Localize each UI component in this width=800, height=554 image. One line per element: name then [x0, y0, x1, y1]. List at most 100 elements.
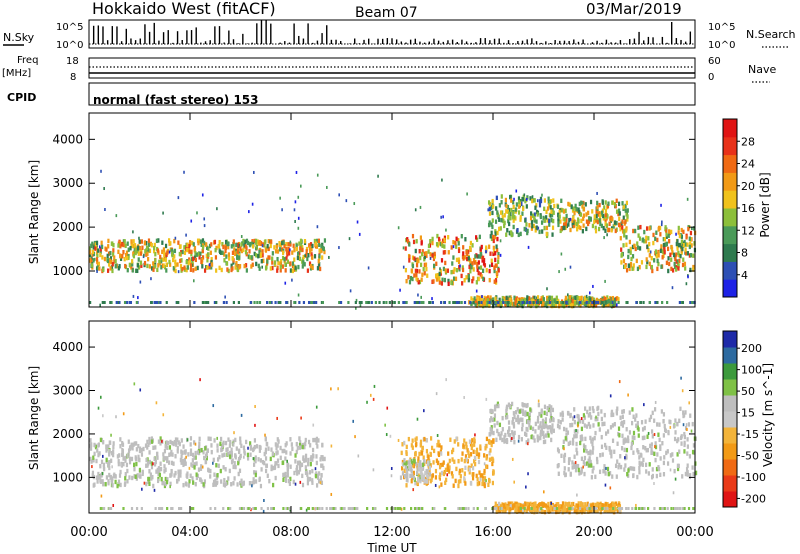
scatter-cell — [189, 263, 193, 268]
scatter-cell — [531, 195, 534, 199]
scatter-cell — [493, 279, 496, 284]
scatter-cell — [108, 452, 111, 457]
scatter-cell — [578, 298, 582, 304]
scatter-cell — [509, 194, 512, 200]
scatter-cell — [119, 437, 122, 442]
scatter-cell — [621, 229, 625, 234]
scatter-cell — [420, 277, 423, 282]
scatter-cell — [530, 219, 534, 225]
scatter-cell — [378, 301, 381, 304]
scatter-cell — [610, 410, 613, 415]
scatter-cell — [496, 236, 499, 242]
scatter-cell — [215, 301, 218, 304]
scatter-cell — [202, 482, 205, 487]
scatter-cell — [676, 452, 679, 457]
scatter-cell — [616, 406, 619, 411]
scatter-cell — [665, 234, 668, 239]
scatter-cell — [298, 436, 301, 441]
scatter-cell — [503, 223, 506, 229]
scatter-cell — [146, 463, 149, 468]
scatter-cell — [511, 430, 514, 435]
scatter-cell — [136, 473, 139, 479]
scatter-cell — [282, 460, 285, 465]
scatter-cell — [516, 228, 519, 233]
scatter-cell — [462, 256, 465, 261]
scatter-cell — [487, 222, 491, 228]
scatter-cell — [321, 301, 325, 304]
scatter-cell — [154, 258, 157, 263]
scatter-cell — [621, 219, 624, 224]
scatter-cell — [405, 278, 408, 284]
scatter-cell — [557, 463, 560, 468]
scatter-cell — [531, 301, 534, 306]
colorbar-segment — [723, 363, 737, 380]
scatter-cell — [170, 469, 173, 474]
scatter-cell — [560, 504, 563, 509]
scatter-cell — [476, 477, 479, 482]
scatter-cell — [575, 300, 578, 305]
scatter-cell — [149, 472, 152, 477]
scatter-cell — [517, 506, 520, 511]
scatter-cell — [229, 439, 232, 445]
scatter-cell — [500, 200, 503, 205]
scatter-cell — [686, 470, 689, 475]
x-axis-title: Time UT — [366, 541, 417, 554]
scatter-cell — [420, 476, 423, 481]
scatter-cell — [365, 301, 368, 304]
scatter-cell — [614, 463, 618, 469]
colorbar-segment — [723, 261, 737, 280]
scatter-cell — [423, 271, 426, 276]
scatter-cell — [580, 417, 583, 421]
scatter-cell — [544, 417, 548, 422]
scatter-cell — [405, 301, 408, 304]
scatter-cell — [388, 301, 391, 304]
scatter-cell — [159, 254, 162, 260]
scatter-cell — [490, 230, 493, 236]
colorbar-frame — [722, 330, 738, 508]
scatter-cell — [593, 214, 596, 219]
scatter-cell — [133, 441, 136, 446]
scatter-cell — [572, 220, 575, 225]
scatter-cell — [423, 251, 427, 256]
scatter-cell — [173, 238, 176, 244]
scatter-cell — [420, 465, 423, 470]
scatter-cell — [245, 268, 248, 273]
scatter-cell — [298, 467, 302, 472]
scatter-cell — [108, 262, 111, 267]
scatter-cell — [190, 252, 193, 257]
scatter-cell — [313, 238, 316, 244]
scatter-cell — [563, 458, 566, 463]
scatter-cell — [568, 202, 571, 207]
scatter-cell — [676, 261, 680, 266]
scatter-cell — [616, 509, 619, 514]
scatter-cell — [550, 429, 553, 435]
scatter-cell — [238, 264, 242, 269]
scatter-cell — [513, 414, 516, 420]
scatter-cell — [647, 248, 650, 253]
scatter-cell — [166, 458, 169, 464]
scatter-cell — [504, 301, 507, 304]
scatter-cell — [286, 259, 290, 264]
scatter-cell — [568, 507, 571, 510]
scatter-cell — [548, 295, 551, 300]
scatter-cell — [124, 481, 127, 486]
scatter-cell — [600, 223, 603, 229]
scatter-cell — [99, 507, 102, 510]
scatter-cell — [525, 440, 528, 445]
scatter-cell — [533, 301, 537, 306]
scatter-cell — [611, 200, 614, 205]
scatter-cell — [243, 451, 246, 456]
freq-label-line1: Freq — [17, 55, 38, 66]
scatter-cell — [121, 447, 124, 453]
scatter-cell — [416, 258, 419, 264]
scatter-cell — [167, 238, 171, 243]
scatter-cell — [334, 507, 337, 510]
scatter-cell — [257, 263, 260, 269]
scatter-cell — [222, 244, 225, 250]
scatter-cell — [468, 470, 471, 475]
scatter-cell — [208, 243, 212, 249]
scatter-cell — [435, 242, 439, 247]
scatter-cell — [161, 249, 164, 255]
scatter-cell — [291, 263, 295, 269]
scatter-cell — [134, 455, 137, 460]
